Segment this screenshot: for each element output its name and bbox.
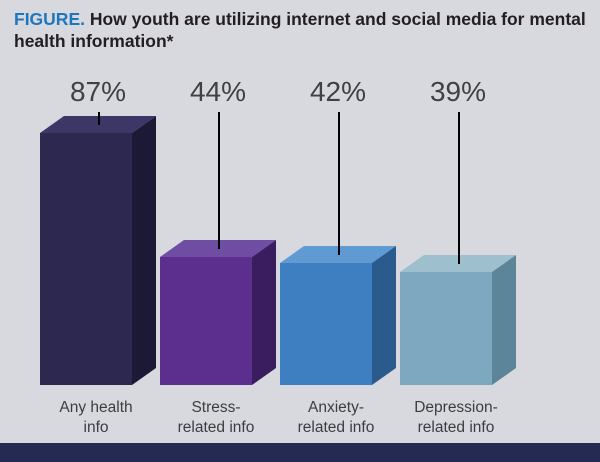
value-label: 44%	[189, 76, 247, 107]
chart-title: FIGURE. How youth are utilizing internet…	[14, 8, 589, 53]
category-label: Any health info	[59, 399, 133, 437]
value-label: 39%	[429, 76, 487, 107]
category-label: Stress-related info	[177, 399, 255, 437]
bar-front-face	[160, 257, 252, 385]
leader-line	[338, 112, 340, 255]
leader-line	[218, 112, 220, 249]
category-label: Anxiety-related info	[297, 399, 375, 437]
leader-line	[98, 112, 100, 125]
bar-front-face	[40, 133, 132, 385]
bar-front-face	[280, 263, 372, 385]
leader-line	[458, 112, 460, 264]
value-label: 42%	[309, 76, 367, 107]
footer-strip	[0, 443, 600, 462]
bar-side-face	[492, 255, 516, 385]
bar-side-face	[132, 116, 156, 385]
bar-front-face	[400, 272, 492, 385]
bar-side-face	[372, 246, 396, 385]
value-label: 87%	[69, 76, 127, 107]
title-text: How youth are utilizing internet and soc…	[14, 9, 586, 52]
figure-label: FIGURE.	[14, 9, 85, 29]
bar-side-face	[252, 240, 276, 385]
category-label: Depression-related info	[414, 399, 498, 437]
